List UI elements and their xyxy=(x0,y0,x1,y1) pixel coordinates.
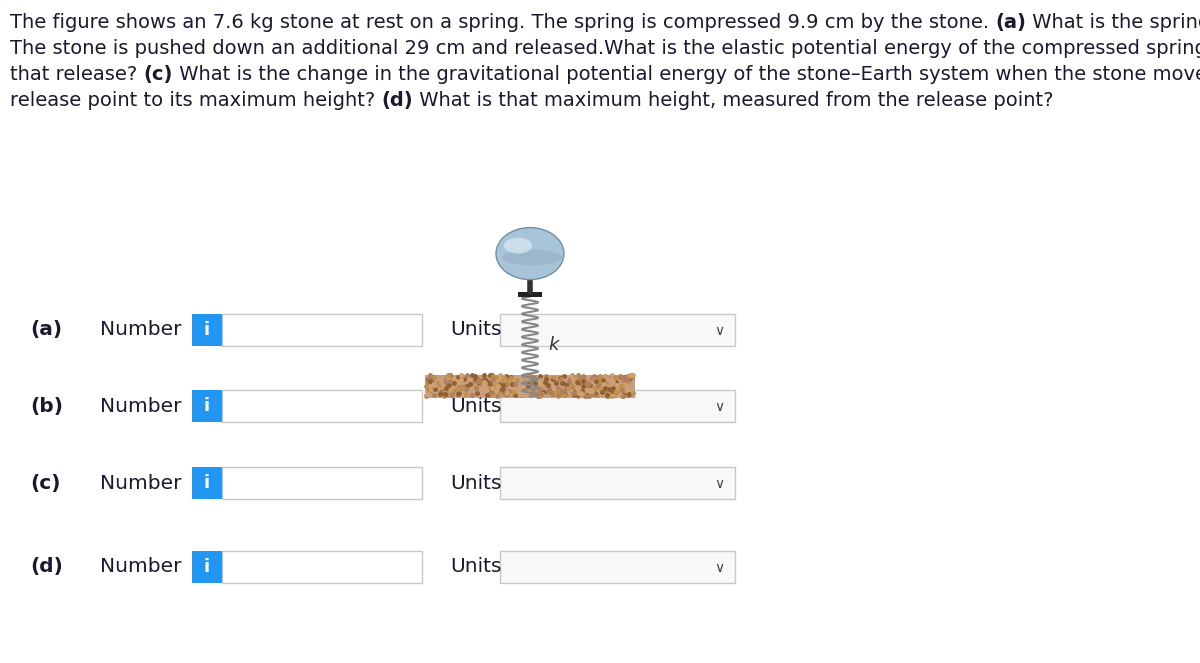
Text: (d): (d) xyxy=(382,91,413,110)
Text: Units: Units xyxy=(450,320,502,339)
Text: i: i xyxy=(204,397,210,416)
Text: Number: Number xyxy=(100,474,181,493)
Bar xyxy=(425,375,635,396)
Text: The figure shows an 7.6 kg stone at rest on a spring. The spring is compressed 9: The figure shows an 7.6 kg stone at rest… xyxy=(10,13,995,32)
FancyBboxPatch shape xyxy=(192,391,222,422)
Text: (d): (d) xyxy=(30,558,62,576)
Text: ∨: ∨ xyxy=(714,400,724,414)
Text: k: k xyxy=(548,335,558,353)
FancyBboxPatch shape xyxy=(192,467,222,499)
Ellipse shape xyxy=(504,237,532,253)
Text: What is the spring constant?: What is the spring constant? xyxy=(1026,13,1200,32)
FancyBboxPatch shape xyxy=(500,391,734,422)
Text: release point to its maximum height?: release point to its maximum height? xyxy=(10,91,382,110)
Ellipse shape xyxy=(496,227,564,280)
Text: Units: Units xyxy=(450,397,502,416)
Text: (b): (b) xyxy=(30,397,64,416)
Text: Units: Units xyxy=(450,474,502,493)
Text: (a): (a) xyxy=(995,13,1026,32)
Text: ∨: ∨ xyxy=(714,477,724,491)
Text: i: i xyxy=(204,558,210,576)
Text: (a): (a) xyxy=(30,320,62,339)
FancyBboxPatch shape xyxy=(500,314,734,345)
Text: What is that maximum height, measured from the release point?: What is that maximum height, measured fr… xyxy=(413,91,1054,110)
Text: i: i xyxy=(204,320,210,339)
Text: i: i xyxy=(204,474,210,493)
Text: Number: Number xyxy=(100,397,181,416)
Text: (c): (c) xyxy=(30,474,60,493)
Text: Number: Number xyxy=(100,558,181,576)
Text: What is the change in the gravitational potential energy of the stone–Earth syst: What is the change in the gravitational … xyxy=(173,65,1200,84)
FancyBboxPatch shape xyxy=(222,314,422,345)
Text: ∨: ∨ xyxy=(714,561,724,575)
FancyBboxPatch shape xyxy=(222,551,422,583)
Text: (c): (c) xyxy=(144,65,173,84)
Text: The stone is pushed down an additional 29 cm and released.What is the elastic po: The stone is pushed down an additional 2… xyxy=(10,39,1200,58)
FancyBboxPatch shape xyxy=(222,391,422,422)
FancyBboxPatch shape xyxy=(500,467,734,499)
Text: ∨: ∨ xyxy=(714,324,724,337)
FancyBboxPatch shape xyxy=(500,551,734,583)
Ellipse shape xyxy=(502,250,562,265)
FancyBboxPatch shape xyxy=(192,314,222,345)
FancyBboxPatch shape xyxy=(222,467,422,499)
Text: Units: Units xyxy=(450,558,502,576)
Text: that release?: that release? xyxy=(10,65,144,84)
Bar xyxy=(518,292,542,296)
Text: Number: Number xyxy=(100,320,181,339)
FancyBboxPatch shape xyxy=(192,551,222,583)
